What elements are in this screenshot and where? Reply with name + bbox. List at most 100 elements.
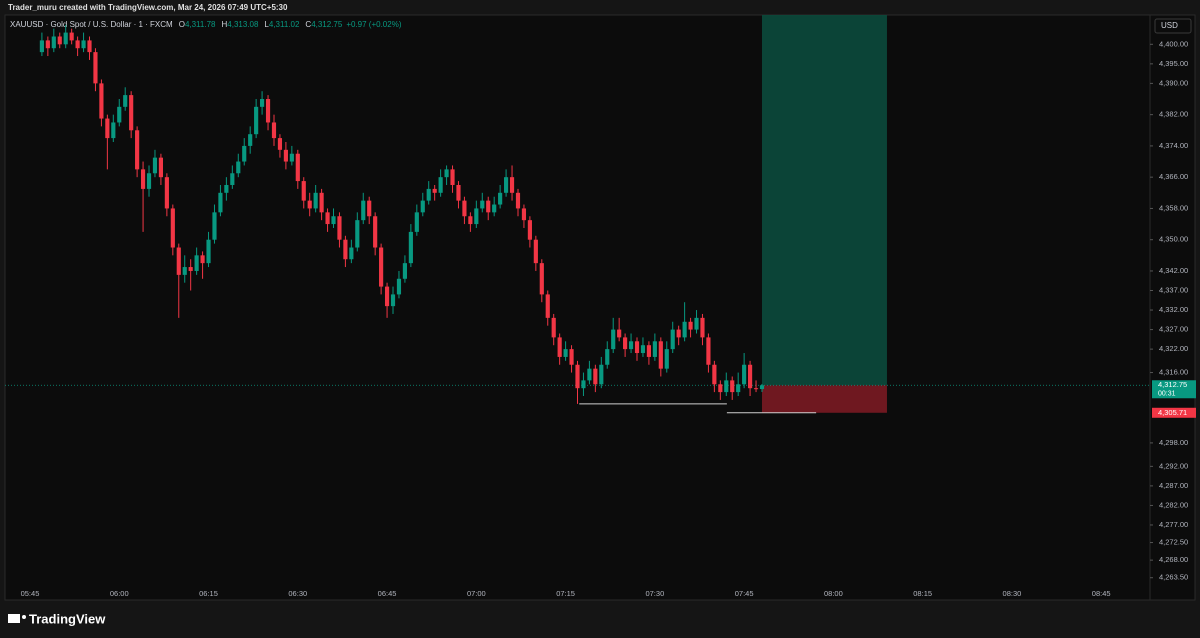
- y-tick-label: 4,277.00: [1159, 520, 1188, 529]
- x-tick-label: 06:45: [378, 589, 397, 598]
- y-tick-label: 4,366.00: [1159, 172, 1188, 181]
- currency-box: [1154, 18, 1192, 34]
- candle-body: [527, 220, 532, 240]
- candle-body: [206, 239, 211, 264]
- candle-body: [575, 364, 580, 389]
- candle-body: [355, 220, 360, 248]
- candle-body: [587, 368, 592, 381]
- y-tick-label: 4,400.00: [1159, 39, 1188, 48]
- candle-body: [212, 212, 217, 240]
- candle-body: [581, 380, 586, 389]
- y-tick-label: 4,292.00: [1159, 461, 1188, 470]
- candle-body: [337, 216, 342, 240]
- position-loss: [761, 385, 887, 413]
- candle-body: [57, 36, 62, 45]
- logo-mark: [8, 614, 20, 623]
- ohlc-value: 4,311.78: [185, 20, 216, 29]
- ohlc-value: 4,311.02: [269, 20, 300, 29]
- y-tick-label: 4,316.00: [1159, 368, 1188, 377]
- candle-body: [682, 321, 687, 338]
- candle-body: [87, 40, 92, 53]
- candle-body: [331, 216, 336, 225]
- candle-body: [367, 200, 372, 217]
- candle-body: [539, 263, 544, 295]
- candle-body: [492, 204, 497, 213]
- candle-body: [420, 200, 425, 213]
- candle-body: [545, 294, 550, 318]
- y-tick-label: 4,342.00: [1159, 266, 1188, 275]
- candle-body: [605, 349, 610, 365]
- x-tick-label: 07:30: [645, 589, 664, 598]
- candle-body: [224, 184, 229, 193]
- ohlc-key: O: [179, 20, 185, 29]
- candle-body: [706, 337, 711, 365]
- candle-body: [93, 52, 98, 84]
- y-tick-label: 4,322.00: [1159, 344, 1188, 353]
- y-tick-label: 4,298.00: [1159, 438, 1188, 447]
- x-tick-label: 08:45: [1092, 589, 1111, 598]
- candle-body: [426, 188, 431, 201]
- candle-body: [111, 122, 116, 139]
- candle-body: [313, 192, 318, 209]
- candle-body: [509, 177, 515, 193]
- candle-body: [730, 380, 735, 393]
- candle-body: [402, 263, 407, 279]
- symbol: XAUUSD · Gold Spot / U.S. Dollar · 1 · F…: [10, 20, 173, 29]
- candle-body: [521, 208, 527, 221]
- candle-body: [170, 208, 175, 248]
- x-tick-label: 06:30: [288, 589, 307, 598]
- candle-body: [599, 364, 604, 385]
- ohlc-key: L: [264, 20, 269, 29]
- candle-body: [182, 267, 187, 275]
- x-tick-label: 06:15: [199, 589, 218, 598]
- candle-body: [742, 364, 747, 385]
- candle-body: [325, 212, 330, 225]
- x-tick-label: 07:45: [735, 589, 754, 598]
- y-tick-label: 4,268.00: [1159, 555, 1188, 564]
- candle-body: [438, 177, 443, 193]
- candle-body: [563, 349, 568, 357]
- price-tag: 4,305.71: [1158, 408, 1187, 417]
- candle-body: [194, 255, 199, 271]
- candle-body: [718, 384, 723, 393]
- y-tick-label: 4,327.00: [1159, 325, 1188, 334]
- candle-body: [533, 239, 538, 264]
- legend-line: XAUUSD · Gold Spot / U.S. Dollar · 1 · F…: [10, 20, 402, 29]
- candle-body: [468, 216, 473, 225]
- candle-body: [486, 200, 491, 213]
- candle-body: [254, 106, 259, 135]
- candle-body: [176, 247, 181, 275]
- x-tick-label: 07:15: [556, 589, 575, 598]
- candle-body: [379, 247, 384, 287]
- candle-body: [188, 267, 193, 271]
- candle-body: [617, 329, 622, 338]
- candle-body: [152, 157, 158, 174]
- candle-body: [652, 341, 657, 357]
- candle-body: [646, 345, 651, 357]
- candle-body: [694, 317, 699, 330]
- candle-body: [51, 36, 56, 49]
- candle-body: [724, 380, 729, 393]
- candle-body: [319, 192, 324, 213]
- candle-body: [462, 200, 467, 217]
- candle-body: [611, 329, 616, 350]
- ohlc-key: H: [221, 20, 227, 29]
- candle-body: [759, 385, 765, 390]
- change: +0.97 (+0.02%): [346, 20, 401, 29]
- candle-body: [158, 157, 164, 178]
- candle-body: [343, 239, 348, 260]
- candle-body: [265, 99, 271, 123]
- candle-body: [135, 130, 140, 170]
- x-tick-label: 08:00: [824, 589, 843, 598]
- y-tick-label: 4,358.00: [1159, 203, 1188, 212]
- candle-body: [81, 40, 86, 49]
- y-tick-label: 4,395.00: [1159, 59, 1188, 68]
- logo-dot: [22, 615, 26, 619]
- candle-body: [289, 153, 294, 162]
- ohlc-key: C: [305, 20, 311, 29]
- candle-body: [474, 208, 479, 225]
- candle-body: [123, 95, 128, 107]
- candle-body: [271, 122, 277, 139]
